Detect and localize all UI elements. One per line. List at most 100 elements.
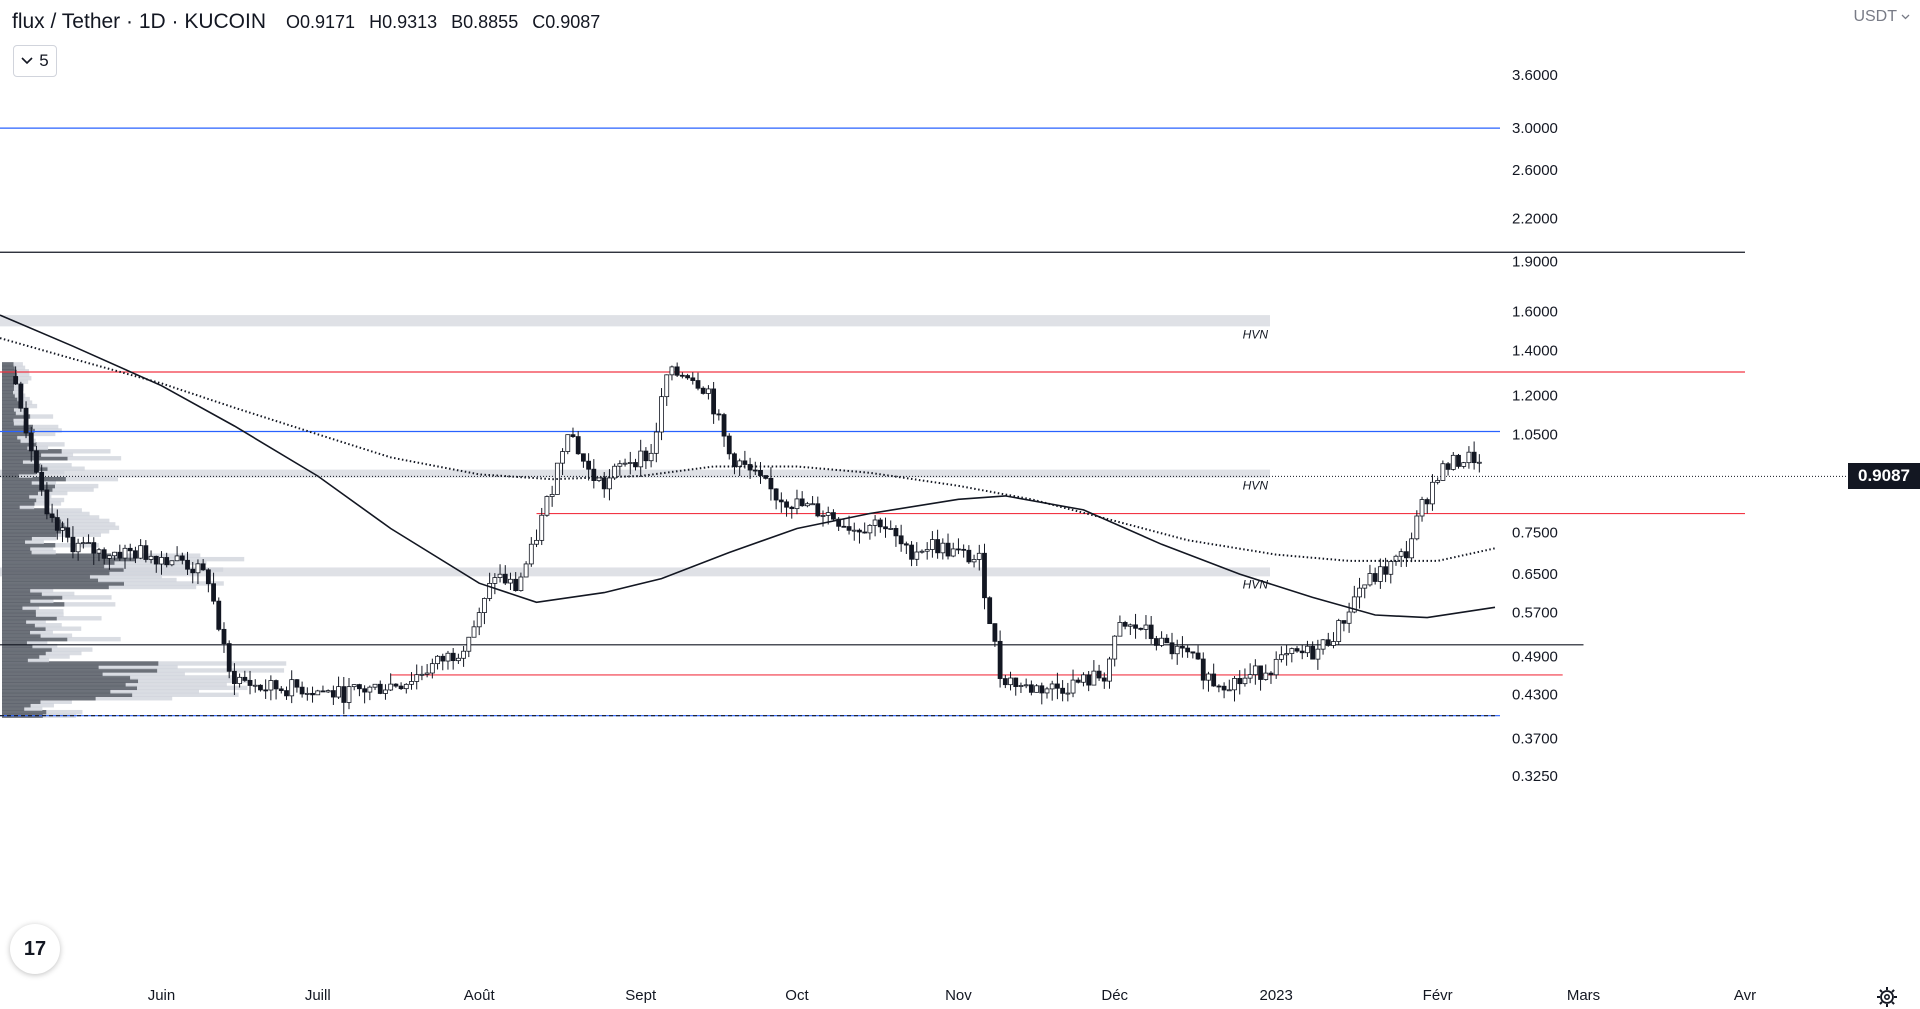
profile-bar-dark (2, 410, 16, 416)
candle-body (982, 552, 987, 599)
candle-body (1440, 463, 1446, 481)
candle-body (1357, 587, 1362, 598)
indicators-toggle-button[interactable]: 5 (13, 45, 57, 77)
candle-body (1252, 665, 1258, 676)
y-tick-label-4: 1.9000 (1512, 253, 1558, 270)
candle-body (1008, 677, 1013, 686)
candle-body (1409, 538, 1415, 559)
time-axis: Juin Juill Août Sept Oct Nov Déc 2023 Févr Mars Av… (148, 987, 1756, 1004)
candle-body (54, 517, 60, 531)
candle-body (1195, 652, 1201, 660)
candle-body (39, 471, 45, 491)
profile-bar-dark (2, 421, 14, 426)
candle-body (44, 489, 50, 515)
y-tick-label-6: 1.4000 (1512, 342, 1558, 359)
candle-body (1284, 653, 1290, 656)
profile-bar-dark (2, 480, 32, 485)
profile-bar-dark (2, 393, 15, 398)
candle-body (445, 652, 451, 662)
profile-bar-dark (2, 553, 112, 558)
candle-body (1341, 620, 1347, 624)
profile-bar-dark (2, 567, 124, 572)
x-tick-label-5: Nov (945, 987, 972, 1004)
candle-body (685, 375, 690, 379)
gear-icon[interactable] (1876, 986, 1898, 1008)
candle-body (112, 551, 117, 557)
symbol-title[interactable]: flux / Tether · 1D · KUCOIN (12, 10, 267, 33)
candle-body (997, 640, 1003, 679)
candle-body (1226, 689, 1232, 692)
currency-selector[interactable]: USDT (1853, 8, 1910, 26)
candle-body (1445, 463, 1451, 470)
candle-body (534, 539, 539, 545)
profile-bar-dark (2, 445, 28, 451)
profile-bar-dark (2, 664, 99, 670)
candlesticks (13, 362, 1482, 715)
profile-bar-dark (2, 466, 48, 471)
candle-body (232, 670, 237, 684)
tradingview-logo[interactable]: 17 (10, 924, 60, 974)
x-tick-label-3: Sept (625, 987, 657, 1004)
candle-body (133, 550, 138, 559)
profile-bar-dark (2, 497, 37, 503)
x-tick-label-0: Juin (148, 987, 176, 1004)
candle-body (1159, 637, 1164, 646)
candle-body (815, 503, 821, 517)
profile-bar-dark (2, 459, 23, 464)
profile-bar-dark (2, 654, 40, 659)
y-tick-label-2: 2.6000 (1512, 162, 1558, 179)
profile-bar-dark (2, 602, 65, 607)
candle-body (377, 683, 383, 694)
open-value: O0.9171 (286, 12, 356, 32)
last-price-tag: 0.9087 (1848, 463, 1920, 490)
candle-body (1247, 674, 1253, 679)
candle-body (560, 451, 565, 464)
profile-bar-dark (2, 706, 25, 711)
candle-body (929, 539, 935, 550)
y-tick-label-11: 0.5700 (1512, 604, 1558, 621)
candle-body (492, 577, 498, 584)
candle-body (482, 598, 487, 613)
candle-body (1320, 639, 1326, 650)
y-tick-label-8: 1.0500 (1512, 426, 1558, 443)
profile-bar-dark (2, 424, 33, 430)
candle-body (1190, 651, 1196, 654)
profile-bar-dark (2, 623, 35, 628)
candle-body (86, 542, 91, 544)
profile-bar-dark (2, 396, 18, 402)
profile-bar-dark (2, 546, 31, 551)
profile-bar-dark (2, 699, 41, 704)
candle-body (1185, 647, 1191, 653)
profile-bar-dark (2, 539, 26, 544)
candle-body (539, 514, 545, 541)
candle-body (1419, 499, 1425, 517)
candle-body (799, 498, 805, 507)
hvn-label-1: HVN (1243, 479, 1269, 493)
candle-body (388, 683, 394, 691)
y-tick-label-5: 1.6000 (1512, 303, 1558, 320)
candle-body (455, 657, 461, 662)
x-tick-label-8: Févr (1423, 987, 1453, 1004)
candle-body (966, 549, 972, 563)
candle-body (357, 684, 362, 690)
candle-body (950, 548, 956, 557)
candle-body (476, 612, 482, 628)
candle-body (49, 513, 55, 518)
x-tick-label-9: Mars (1567, 987, 1600, 1004)
candle-body (75, 542, 81, 553)
candle-body (732, 453, 737, 468)
profile-bar-dark (2, 598, 31, 604)
candle-body (898, 535, 904, 545)
profile-bar-dark (2, 626, 46, 631)
candle-body (127, 547, 133, 552)
candle-body (1107, 658, 1112, 682)
close-value: C0.9087 (532, 12, 601, 32)
profile-bar-dark (2, 476, 66, 482)
profile-bar-dark (2, 435, 18, 440)
candle-body (487, 583, 493, 599)
candle-body (273, 680, 279, 690)
candle-body (1461, 462, 1467, 467)
profile-bar-dark (2, 529, 61, 534)
profile-bar-dark (2, 504, 20, 510)
